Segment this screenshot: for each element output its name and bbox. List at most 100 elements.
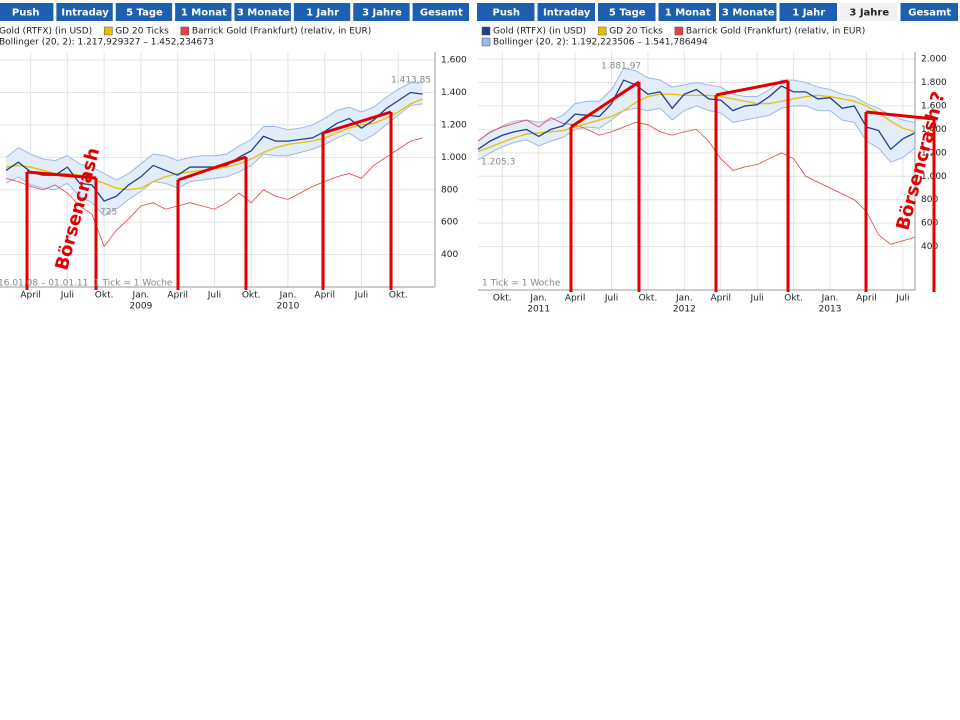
legend-label: Barrick Gold (Frankfurt) (relativ, in EU… [686,27,865,37]
series-line [6,137,423,248]
tab[interactable] [115,3,173,21]
tab[interactable] [175,3,232,21]
tab-label[interactable]: 3 Monate [237,8,290,19]
bollinger-upper [5,82,423,181]
tab[interactable] [353,3,410,21]
legend-label: Gold (RTFX) (in USD) [493,27,586,37]
tab[interactable] [293,3,351,21]
legend-label: GD 20 Ticks [115,27,169,37]
bollinger-band [6,82,423,216]
x-tick-label: Okt. [95,291,114,301]
annotation-line [322,110,392,135]
x-tick-label: Juli [207,291,221,301]
y-tick-label: 1.000 [441,153,467,163]
x-tick-label: Okt. [639,294,658,304]
legend-label: Barrick Gold (Frankfurt) (relativ, in EU… [192,27,371,37]
tab-label[interactable]: Gesamt [420,8,463,19]
y-tick-label: 800 [921,195,938,205]
legend-swatch [481,26,491,36]
y-tick-label: 1.200 [441,120,467,130]
tab[interactable] [412,3,469,21]
legend-swatch [481,37,491,47]
y-tick-label: 600 [441,218,458,228]
x-tick-label: Jan. [529,294,547,304]
x-tick-label: Okt. [242,291,261,301]
tab-label[interactable]: Push [12,8,40,19]
tab[interactable] [779,3,838,21]
tab[interactable] [719,3,777,21]
x-tick-label: Okt. [493,294,512,304]
annotation: 1.413,85 [391,76,431,86]
bollinger-lower [477,105,916,163]
x-year-label: 2013 [819,305,842,315]
legend-swatch [674,26,684,36]
x-tick-label: Okt. [784,294,803,304]
annotation-line [26,170,97,180]
legend-swatch [103,26,113,36]
series-line [477,93,916,153]
annotation-line [177,155,247,182]
legend-label: Bollinger (20, 2): 1.192,223506 – 1.541,… [493,38,708,48]
tab[interactable] [658,3,717,21]
tab[interactable] [0,3,54,21]
annotation-line [865,110,935,121]
tab-label[interactable]: 5 Tage [609,8,646,19]
x-tick-label: April [856,294,877,304]
tab[interactable] [537,3,596,21]
x-year-label: 2010 [277,302,300,312]
legend-label: Gold (RTFX) (in USD) [0,27,92,37]
x-tick-label: Okt. [389,291,408,301]
x-tick-label: Jan. [821,294,839,304]
x-tick-label: Jan. [675,294,693,304]
bollinger-lower [5,103,423,217]
tab-label[interactable]: 1 Jahr [792,8,825,19]
x-tick-label: Juli [354,291,368,301]
annotation: 1.205,3 [481,158,515,168]
x-tick-label: April [167,291,188,301]
tab[interactable] [477,3,535,21]
bollinger-upper [477,67,916,142]
x-year-label: 2012 [673,305,696,315]
tab[interactable] [56,3,113,21]
legend-label: GD 20 Ticks [609,27,663,37]
tab-label[interactable]: 1 Monat [665,8,711,19]
tab-label[interactable]: 5 Tage [126,8,163,19]
tab-label[interactable]: Intraday [61,8,109,19]
tab[interactable] [900,3,959,21]
tab[interactable] [234,3,291,21]
annotation: 16.01.08 – 01.01.11 [0,279,88,289]
tab-label[interactable]: Intraday [543,8,591,19]
x-year-label: 2009 [129,302,152,312]
y-tick-label: 400 [921,242,938,252]
x-tick-label: April [314,291,335,301]
x-tick-label: Juli [750,294,764,304]
x-tick-label: Juli [895,294,909,304]
tab-label[interactable]: 3 Jahre [849,8,889,19]
tab-label[interactable]: Push [492,8,520,19]
tab-label[interactable]: 3 Monate [722,8,775,19]
tab-label[interactable]: 1 Monat [181,8,227,19]
legend-label: Bollinger (20, 2): 1.217,929327 – 1.452,… [0,38,214,48]
tab-label[interactable]: 1 Jahr [306,8,339,19]
x-tick-label: April [565,294,586,304]
y-tick-label: 1.400 [441,88,467,98]
legend-swatch [597,26,607,36]
legend-swatch [180,26,190,36]
chart: Push Intraday 5 Tage 1 Monat 3 Monate 1 Jahr 3… [0,3,469,312]
annotation: 1.881,97 [601,62,641,72]
tab-label[interactable]: 3 Jahre [362,8,402,19]
x-tick-label: Jan. [132,291,150,301]
y-tick-label: 2.000 [921,55,947,65]
tab[interactable] [840,3,898,21]
x-tick-label: April [710,294,731,304]
y-tick-label: 600 [921,219,938,229]
x-tick-label: Jan. [279,291,297,301]
tab-label[interactable]: Gesamt [908,8,951,19]
tab[interactable] [598,3,656,21]
y-tick-label: 1.800 [921,78,947,88]
annotation: 1 Tick = 1 Woche [94,279,173,289]
annotation: 725 [100,208,117,218]
series-line [477,79,916,151]
y-tick-label: 1.600 [441,56,467,66]
x-year-label: 2011 [527,305,550,315]
